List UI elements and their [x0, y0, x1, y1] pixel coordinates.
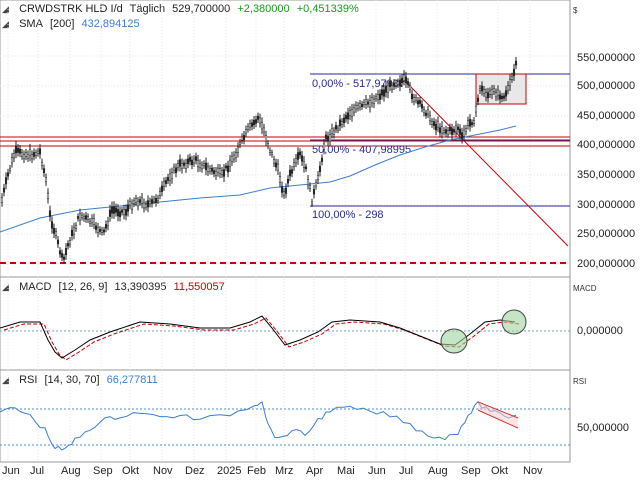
symbol-label: CRWDSTRK HLD I/d [19, 3, 123, 15]
price-tick: 400,000000 [577, 139, 636, 151]
date-label: Nov [523, 465, 543, 477]
fib-label-100: 100,00% - 298 [312, 209, 384, 221]
rsi-line [0, 400, 517, 451]
date-label: 2025 [217, 465, 242, 477]
date-label: Aug [61, 465, 81, 477]
rsi-channel-line [477, 409, 519, 429]
price-tick: 200,000000 [577, 258, 636, 270]
date-label: Okt [122, 465, 140, 477]
macd-line [0, 315, 516, 359]
rsi-channel-line [477, 401, 519, 419]
sma-value: 432,894125 [81, 18, 140, 30]
period-label: Täglich [129, 3, 166, 15]
fib-label-50: 50,00% - 407,98995 [312, 144, 411, 156]
rsi-channel-fill [478, 402, 518, 428]
sma-label: SMA [19, 18, 43, 30]
price-tick: 300,000000 [577, 199, 636, 211]
macd-signal-value: 11,550057 [173, 281, 225, 293]
date-label: Mrz [275, 465, 294, 477]
price-candles [0, 56, 518, 263]
macd-tick: 0,000000 [577, 325, 623, 337]
last-price: 529,700000 [172, 3, 231, 15]
price-tick: 350,000000 [577, 169, 636, 181]
date-label: Jun [2, 465, 20, 477]
date-label: Jun [368, 465, 386, 477]
date-label: Jul [399, 465, 414, 477]
price-tick: 500,000000 [577, 80, 636, 92]
macd-signal-line [3, 317, 520, 361]
collapse-icon[interactable]: ◢ [2, 19, 9, 30]
price-header: ◢ CRWDSTRK HLD I/d Täglich 529,700000 +2… [2, 2, 363, 16]
fib-label-0: 0,00% - 517,97997 [312, 78, 405, 90]
sma-header: ◢ SMA [200] 432,894125 [2, 17, 144, 31]
macd-label: MACD [19, 281, 52, 293]
price-change: +2,380000 [237, 3, 290, 15]
horizontal-grid [0, 55, 570, 265]
vertical-grid [7, 0, 531, 462]
date-label: Dez [185, 465, 205, 477]
collapse-icon[interactable]: ◢ [2, 4, 9, 15]
consolidation-box [475, 73, 527, 105]
price-tick: 550,000000 [577, 52, 636, 64]
date-label: Sep [93, 465, 113, 477]
date-label: Okt [491, 465, 509, 477]
rsi-value: 66,277811 [106, 374, 158, 386]
sma-line [0, 125, 517, 233]
sma-param: [200] [49, 18, 75, 30]
macd-highlight-circle [501, 309, 527, 335]
price-tick: 450,000000 [577, 110, 636, 122]
currency-tag: $ [573, 6, 578, 15]
rsi-header: ◢ RSI [14, 30, 70] 66,277811 [2, 373, 162, 387]
trend-line [401, 77, 569, 247]
price-panel-frame [0, 0, 571, 278]
macd-header: ◢ MACD [12, 26, 9] 13,390395 11,550057 [2, 280, 229, 294]
date-label: Apr [306, 465, 324, 477]
collapse-icon[interactable]: ◢ [2, 375, 9, 386]
price-tick: 250,000000 [577, 228, 636, 240]
collapse-icon[interactable]: ◢ [2, 282, 9, 293]
rsi-label: RSI [19, 374, 38, 386]
date-label: Jul [30, 465, 45, 477]
date-label: Nov [153, 465, 173, 477]
macd-value: 13,390395 [114, 281, 167, 293]
macd-tag: MACD [573, 284, 597, 293]
macd-highlight-circle [440, 328, 468, 354]
rsi-tick: 50,000000 [577, 422, 629, 434]
rsi-tag: RSI [573, 377, 587, 386]
date-label: Aug [428, 465, 448, 477]
price-change-pct: +0,451339% [296, 3, 359, 15]
date-label: Feb [247, 465, 266, 477]
date-label: Sep [461, 465, 481, 477]
rsi-params: [14, 30, 70] [44, 374, 100, 386]
date-label: Mai [337, 465, 355, 477]
macd-params: [12, 26, 9] [58, 281, 108, 293]
